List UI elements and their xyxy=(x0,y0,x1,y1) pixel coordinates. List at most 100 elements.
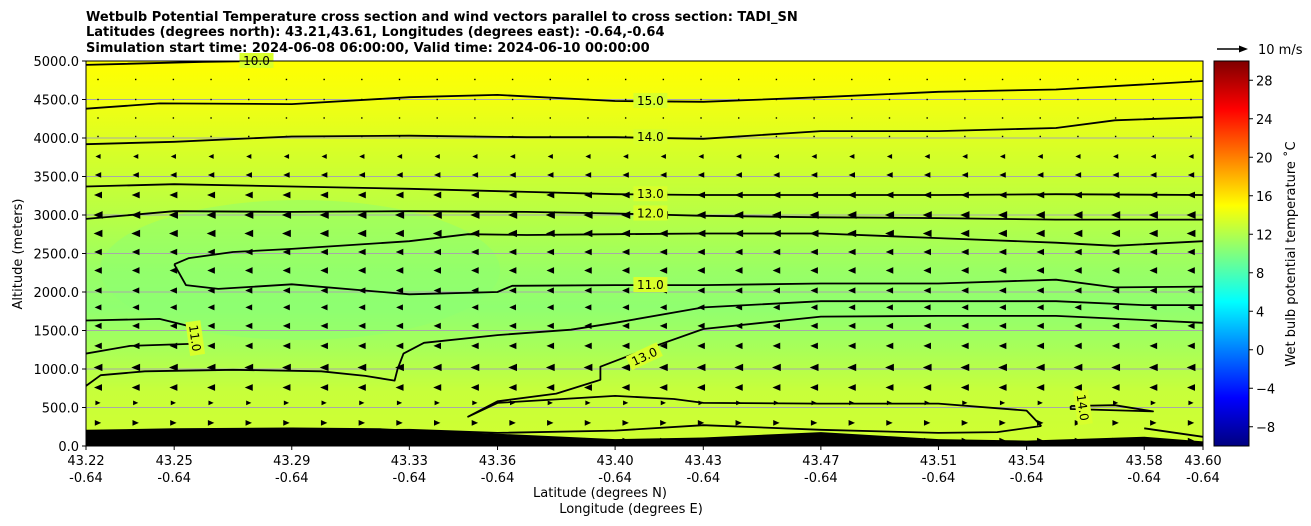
wind-vector-arrow xyxy=(168,363,178,372)
wind-vector-arrow xyxy=(471,172,479,178)
wind-vector-arrow xyxy=(168,211,178,219)
wind-vector-arrow xyxy=(244,384,253,391)
x-tick-longitude-label: -0.64 xyxy=(393,471,427,486)
wind-vector-arrow xyxy=(585,154,591,159)
wind-vector-dot xyxy=(888,78,891,81)
wind-vector-dot xyxy=(1190,98,1192,101)
contour-label-background xyxy=(633,205,668,221)
wind-vector-arrow xyxy=(922,229,932,238)
wind-vector-arrow xyxy=(319,229,329,238)
wind-vector-arrow xyxy=(507,211,518,219)
wind-vector-arrow xyxy=(735,420,742,426)
wind-vector-dot xyxy=(511,98,514,101)
wind-vector-arrow xyxy=(999,400,1006,406)
wind-vector-arrow xyxy=(1036,342,1045,350)
wind-vector-arrow xyxy=(772,287,781,294)
wind-vector-arrow xyxy=(961,287,969,294)
wind-vector-arrow xyxy=(395,342,404,350)
y-tick-label: 2500.0 xyxy=(34,248,80,263)
colorbar-tick-label: 24 xyxy=(1256,113,1273,128)
wind-vector-dot xyxy=(888,98,891,101)
wind-vector-arrow xyxy=(94,172,102,178)
wind-vector-arrow xyxy=(1074,287,1082,294)
wind-vector-arrow xyxy=(508,287,517,294)
wind-vector-arrow xyxy=(282,287,291,294)
wind-vector-dot xyxy=(926,98,928,101)
wind-vector-arrow xyxy=(133,400,139,406)
wind-vector-dot xyxy=(549,98,551,101)
wind-vector-arrow xyxy=(169,191,178,199)
wind-vector-arrow xyxy=(95,400,101,406)
wind-vector-arrow xyxy=(320,172,328,178)
y-axis-ticks: 0.0 500.0 1000.0 1500.0 2000.0 2500.0 3000.0 35… xyxy=(34,55,86,455)
wind-vector-arrow xyxy=(961,420,969,426)
wind-vector-arrow xyxy=(94,420,102,426)
contour-label: 14.0 xyxy=(1074,393,1092,421)
wind-vector-arrow xyxy=(547,172,554,178)
wind-vector-arrow xyxy=(697,267,705,274)
wind-vector-arrow xyxy=(622,287,630,294)
wind-vector-arrow xyxy=(848,420,855,426)
wind-vector-arrow xyxy=(773,154,780,159)
contour-label-background xyxy=(625,342,663,371)
wind-vector-arrow xyxy=(207,384,216,391)
wind-vector-arrow xyxy=(207,322,215,329)
contour-lines xyxy=(86,61,1203,438)
wind-vector-dot xyxy=(134,98,137,101)
y-tick-label: 4000.0 xyxy=(34,132,80,147)
wind-vector-arrow xyxy=(1036,248,1045,256)
wind-vector-arrow xyxy=(735,287,743,294)
wind-vector-arrow xyxy=(94,287,102,294)
wind-vector-arrow xyxy=(660,420,667,426)
wind-vector-arrow xyxy=(244,191,253,199)
wind-vector-arrow xyxy=(1187,287,1195,294)
wind-vector-arrow xyxy=(93,229,103,238)
wind-vector-arrow xyxy=(132,420,139,426)
contour-line xyxy=(86,210,1203,221)
wind-vector-arrow xyxy=(1186,229,1196,238)
y-axis-label: Altitude (meters) xyxy=(11,199,26,310)
colorbar-gradient xyxy=(1213,60,1250,447)
x-tick-latitude-label: 43.43 xyxy=(685,454,722,469)
wind-vector-arrow xyxy=(584,287,592,294)
wind-vector-arrow xyxy=(132,322,140,329)
wind-vector-dot xyxy=(323,78,325,81)
wind-vector-arrow xyxy=(131,191,140,199)
wind-vector-arrow xyxy=(320,420,328,426)
wind-vector-arrow xyxy=(433,191,442,199)
wind-vector-arrow xyxy=(1148,229,1158,238)
wind-vector-arrow xyxy=(584,420,592,426)
wind-vector-arrow xyxy=(584,304,592,311)
y-tick-label: 3000.0 xyxy=(34,209,80,224)
wind-vector-arrow xyxy=(508,363,517,372)
wind-vector-arrow xyxy=(169,248,178,256)
wind-vector-arrow xyxy=(94,191,102,199)
wind-vector-arrow xyxy=(546,384,555,391)
wind-vector-arrow xyxy=(357,191,366,199)
wind-vector-arrow xyxy=(472,400,478,406)
wind-vector-arrow xyxy=(508,191,517,199)
wind-vector-dot xyxy=(1077,98,1079,101)
wind-vector-arrow xyxy=(471,342,479,350)
contour-line xyxy=(86,342,198,355)
wind-vector-arrow xyxy=(207,267,215,274)
wind-vector-arrow xyxy=(772,267,781,274)
wind-vector-arrow xyxy=(1112,304,1120,311)
wind-vector-arrow xyxy=(999,172,1006,178)
wind-vector-arrow xyxy=(320,248,328,256)
contour-label-background xyxy=(633,186,668,202)
wind-vector-arrow xyxy=(433,384,442,391)
wind-vector-dot xyxy=(813,117,815,119)
wind-vector-arrow xyxy=(1037,172,1044,178)
wind-vector-arrow xyxy=(169,304,177,311)
wind-vector-arrow xyxy=(659,384,668,391)
x-tick-latitude-label: 43.29 xyxy=(273,454,310,469)
wind-vector-dot xyxy=(624,78,627,81)
wind-vector-arrow xyxy=(772,322,781,329)
wind-vector-arrow xyxy=(1149,384,1158,391)
wind-vector-arrow xyxy=(1073,384,1082,391)
wind-vector-arrow xyxy=(584,172,592,178)
wind-vector-arrow xyxy=(998,248,1007,256)
contour-line xyxy=(86,300,1203,387)
wind-vector-arrow xyxy=(93,363,103,372)
